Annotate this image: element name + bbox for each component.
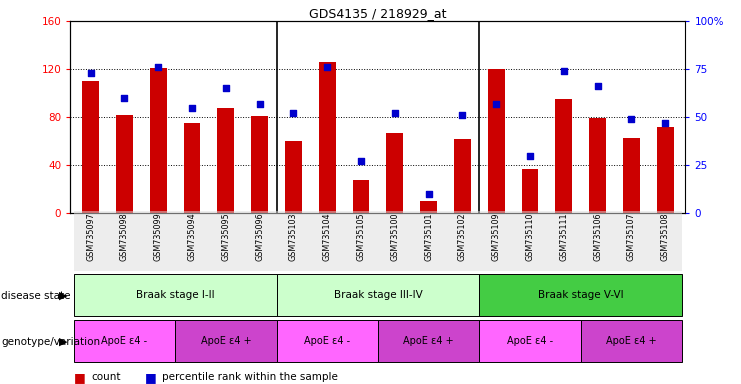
Text: GSM735111: GSM735111 xyxy=(559,212,568,261)
Point xyxy=(220,85,232,91)
Bar xyxy=(285,141,302,213)
Text: GSM735106: GSM735106 xyxy=(593,212,602,261)
Point xyxy=(119,95,130,101)
Bar xyxy=(445,211,479,271)
Text: ApoE ε4 +: ApoE ε4 + xyxy=(403,336,454,346)
Text: GSM735108: GSM735108 xyxy=(661,212,670,261)
Bar xyxy=(116,115,133,213)
Bar xyxy=(175,319,276,362)
Text: disease state: disease state xyxy=(1,291,71,301)
Text: GSM735107: GSM735107 xyxy=(627,212,636,261)
Point xyxy=(456,112,468,118)
Point xyxy=(253,101,265,107)
Bar xyxy=(310,211,344,271)
Point xyxy=(558,68,570,74)
Bar xyxy=(107,211,142,271)
Text: genotype/variation: genotype/variation xyxy=(1,337,101,347)
Text: ▶: ▶ xyxy=(59,337,67,347)
Text: GSM735094: GSM735094 xyxy=(187,212,196,261)
Text: Braak stage I-II: Braak stage I-II xyxy=(136,290,214,300)
Bar xyxy=(386,133,403,213)
Text: GSM735101: GSM735101 xyxy=(424,212,433,261)
Bar xyxy=(276,319,378,362)
Title: GDS4135 / 218929_at: GDS4135 / 218929_at xyxy=(309,7,447,20)
Bar xyxy=(217,108,234,213)
Point xyxy=(355,158,367,164)
Bar xyxy=(276,211,310,271)
Bar xyxy=(648,211,682,271)
Text: GSM735102: GSM735102 xyxy=(458,212,467,261)
Bar xyxy=(344,211,378,271)
Bar xyxy=(488,69,505,213)
Bar xyxy=(74,273,276,316)
Text: GSM735110: GSM735110 xyxy=(525,212,534,261)
Bar xyxy=(581,211,614,271)
Point xyxy=(389,110,401,116)
Bar xyxy=(623,137,639,213)
Text: Braak stage III-IV: Braak stage III-IV xyxy=(333,290,422,300)
Point xyxy=(84,70,96,76)
Point xyxy=(491,101,502,107)
Text: GSM735103: GSM735103 xyxy=(289,212,298,261)
Point xyxy=(625,116,637,122)
Text: GSM735104: GSM735104 xyxy=(323,212,332,261)
Text: count: count xyxy=(91,372,121,382)
Bar xyxy=(142,211,175,271)
Bar xyxy=(657,127,674,213)
Bar xyxy=(513,211,547,271)
Text: GSM735095: GSM735095 xyxy=(222,212,230,261)
Text: GSM735098: GSM735098 xyxy=(120,212,129,261)
Text: ■: ■ xyxy=(74,371,86,384)
Bar xyxy=(74,211,107,271)
Bar xyxy=(479,319,581,362)
Bar xyxy=(547,211,581,271)
Text: GSM735100: GSM735100 xyxy=(391,212,399,261)
Point xyxy=(153,64,165,70)
Bar xyxy=(243,211,276,271)
Point xyxy=(422,191,434,197)
Bar xyxy=(276,273,479,316)
Bar xyxy=(479,273,682,316)
Point xyxy=(322,64,333,70)
Bar xyxy=(555,99,572,213)
Text: Braak stage V-VI: Braak stage V-VI xyxy=(538,290,623,300)
Bar xyxy=(581,319,682,362)
Bar xyxy=(74,319,175,362)
Text: ■: ■ xyxy=(144,371,156,384)
Text: GSM735109: GSM735109 xyxy=(492,212,501,261)
Bar xyxy=(82,81,99,213)
Bar xyxy=(522,169,539,213)
Point xyxy=(591,83,603,89)
Text: ApoE ε4 -: ApoE ε4 - xyxy=(507,336,553,346)
Text: ApoE ε4 -: ApoE ε4 - xyxy=(102,336,147,346)
Bar xyxy=(150,68,167,213)
Text: ApoE ε4 +: ApoE ε4 + xyxy=(201,336,251,346)
Point xyxy=(186,104,198,111)
Bar xyxy=(353,180,370,213)
Bar xyxy=(251,116,268,213)
Bar xyxy=(378,211,412,271)
Bar xyxy=(378,319,479,362)
Text: GSM735105: GSM735105 xyxy=(356,212,365,261)
Text: GSM735097: GSM735097 xyxy=(86,212,95,261)
Text: percentile rank within the sample: percentile rank within the sample xyxy=(162,372,337,382)
Text: ApoE ε4 +: ApoE ε4 + xyxy=(606,336,657,346)
Text: ApoE ε4 -: ApoE ε4 - xyxy=(304,336,350,346)
Point xyxy=(288,110,299,116)
Bar xyxy=(412,211,445,271)
Bar xyxy=(420,201,437,213)
Bar xyxy=(614,211,648,271)
Text: ▶: ▶ xyxy=(59,291,67,301)
Bar xyxy=(209,211,243,271)
Bar xyxy=(319,62,336,213)
Bar xyxy=(175,211,209,271)
Bar xyxy=(454,139,471,213)
Text: GSM735099: GSM735099 xyxy=(153,212,163,261)
Point xyxy=(524,152,536,159)
Text: GSM735096: GSM735096 xyxy=(255,212,264,261)
Bar xyxy=(589,118,606,213)
Bar xyxy=(479,211,513,271)
Bar xyxy=(184,123,201,213)
Point xyxy=(659,120,671,126)
